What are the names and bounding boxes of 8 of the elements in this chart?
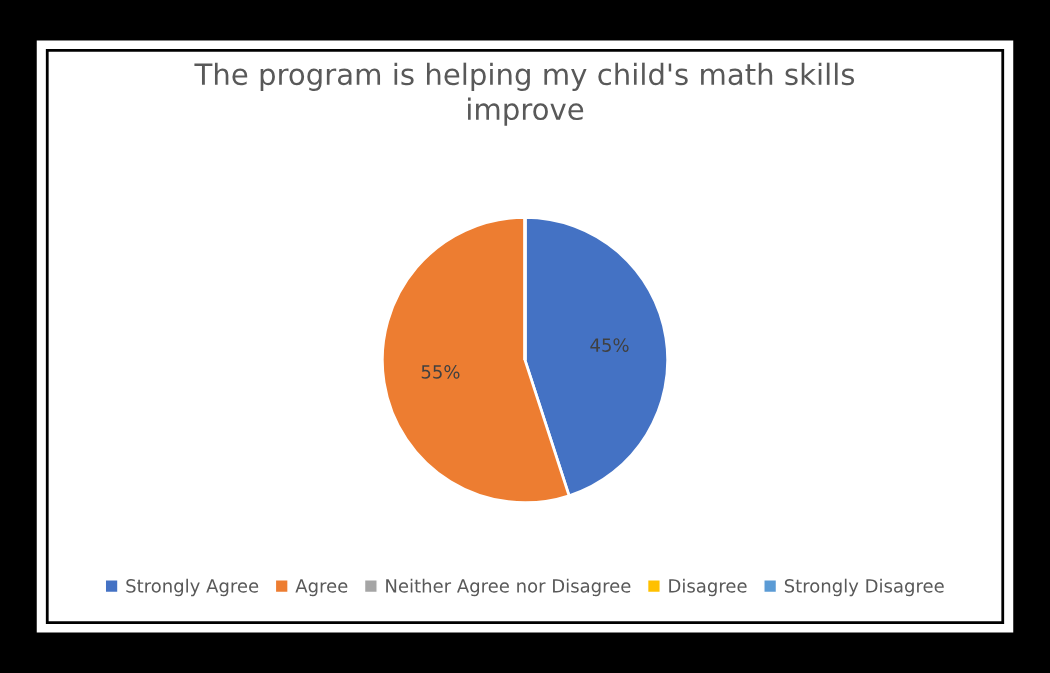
legend-label: Disagree [669,578,747,597]
chart-title: The program is helping my child's math skills improve [194,62,855,126]
legend-label: Agree [295,579,348,597]
data-label: 55% [421,365,460,379]
data-label: 45% [590,338,629,352]
legend-label: Strongly Disagree [784,578,944,597]
legend-label: Neither Agree nor Disagree [386,578,631,597]
legend-label: Strongly Agree [126,578,259,597]
